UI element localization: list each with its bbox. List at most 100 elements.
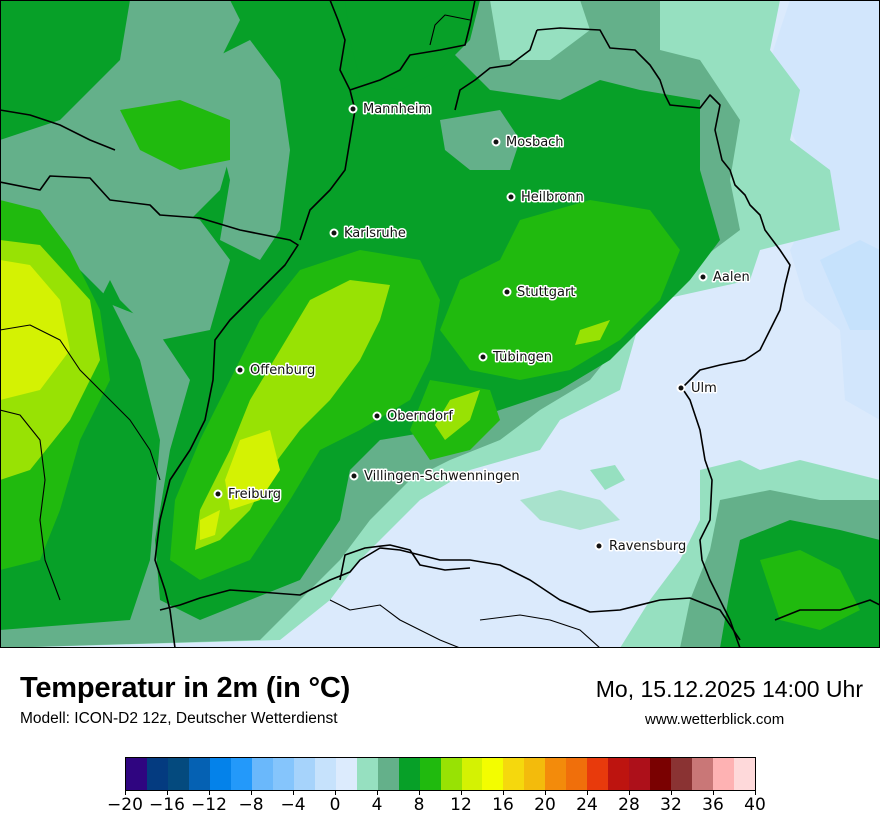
border-rhineland (0, 109, 116, 151)
city-marker (594, 541, 604, 551)
colorbar-segment (335, 758, 357, 790)
colorbar-segment (629, 758, 651, 790)
city-label: Heilbronn (521, 190, 584, 205)
colorbar-tick (587, 790, 588, 795)
colorbar-tick (251, 790, 252, 795)
zone-mint-patch2 (520, 490, 620, 530)
colorbar-tick-label: −20 (107, 795, 143, 815)
colorbar-segment (398, 758, 420, 790)
colorbar-tick-label: 20 (534, 795, 556, 815)
city-label: Freiburg (228, 487, 281, 502)
zone-yellow-green-patch (225, 430, 280, 510)
border-schaffhausen (339, 544, 471, 581)
zone-sage-vosges (90, 200, 230, 340)
border-alsace-west (0, 409, 61, 601)
zone-light-blue-patch (820, 240, 880, 330)
colorbar-tick-label: 12 (450, 795, 472, 815)
colorbar-tick-label: −4 (280, 795, 306, 815)
forecast-datetime: Mo, 15.12.2025 14:00 Uhr (595, 676, 863, 702)
city-marker (213, 489, 223, 499)
colorbar-segment (734, 758, 756, 790)
city-label: Offenburg (250, 363, 315, 378)
colorbar-segment (272, 758, 294, 790)
border-hessen (349, 0, 476, 91)
border-bavaria (536, 27, 791, 648)
colorbar-segment (188, 758, 210, 790)
city-label: Oberndorf (387, 409, 453, 424)
city-marker (502, 287, 512, 297)
city-label: Stuttgart (517, 285, 575, 300)
colorbar-segment (503, 758, 525, 790)
zone-bright-green-pfalz (120, 100, 230, 170)
colorbar-tick (335, 790, 336, 795)
city-marker (348, 104, 358, 114)
city-marker (235, 365, 245, 375)
colorbar-segment (671, 758, 693, 790)
border-switzerland (159, 547, 741, 641)
map-title: Temperatur in 2m (in °C) (20, 672, 351, 704)
colorbar-segment (356, 758, 378, 790)
colorbar-segment (692, 758, 714, 790)
border-austria (774, 599, 880, 621)
zone-yellow-green-alsace (0, 260, 70, 400)
city-label: Ravensburg (609, 539, 686, 554)
city-marker (478, 352, 488, 362)
colorbar-tick-label: −8 (238, 795, 264, 815)
city-markers: Mannheim Mosbach Heilbronn Karlsruhe Aalen St… (213, 101, 751, 556)
border-alsace-departments (0, 324, 161, 481)
city-marker (329, 228, 339, 238)
website-link[interactable]: www.wetterblick.com (645, 711, 785, 728)
colorbar-segment (419, 758, 441, 790)
city-marker (372, 411, 382, 421)
colorbar-tick-label: 8 (413, 795, 425, 815)
colorbar-tick (209, 790, 210, 795)
colorbar-segment (146, 758, 168, 790)
colorbar-tick-label: 32 (660, 795, 682, 815)
border-odenwald (429, 14, 471, 46)
colorbar-segment (230, 758, 252, 790)
colorbar-segment (314, 758, 336, 790)
border-swiss-cantons (329, 599, 461, 648)
temperature-map: Mannheim Mosbach Heilbronn Karlsruhe Aalen St… (0, 0, 880, 648)
zone-bright-green-stuttgart (440, 200, 680, 380)
model-info: Modell: ICON-D2 12z, Deutscher Wetterdie… (20, 710, 338, 727)
colorbar-tick-label: 16 (492, 795, 514, 815)
colorbar-segment (209, 758, 231, 790)
colorbar-tick-label: 40 (744, 795, 766, 815)
colorbar-segment (650, 758, 672, 790)
colorbar-segment (293, 758, 315, 790)
colorbar-segment (461, 758, 483, 790)
colorbar-segment (608, 758, 630, 790)
colorbar-tick-label: −12 (191, 795, 227, 815)
city-label: Mosbach (506, 135, 564, 150)
map-canvas: Mannheim Mosbach Heilbronn Karlsruhe Aalen St… (0, 0, 880, 648)
zone-lime-patch2 (575, 320, 610, 345)
city-label: Mannheim (363, 102, 431, 117)
colorbar-tick (419, 790, 420, 795)
colorbar-tick (545, 790, 546, 795)
colorbar-tick (125, 790, 126, 795)
city-label: Karlsruhe (344, 226, 406, 241)
colorbar-tick-label: 0 (329, 795, 341, 815)
city-label: Villingen-Schwenningen (364, 469, 520, 484)
colorbar-tick-label: 4 (371, 795, 383, 815)
colorbar-tick-label: −16 (149, 795, 185, 815)
border-bavaria-north (454, 29, 538, 111)
temperature-colorbar (125, 757, 756, 791)
border-france-germany (0, 175, 299, 648)
zone-mint-patch (590, 465, 625, 490)
zone-lime-patch (435, 390, 480, 440)
city-label: Aalen (713, 270, 750, 285)
colorbar-segment (482, 758, 504, 790)
colorbar-tick (167, 790, 168, 795)
colorbar-tick (377, 790, 378, 795)
colorbar-segment (587, 758, 609, 790)
colorbar-tick-label: 36 (702, 795, 724, 815)
colorbar-tick (671, 790, 672, 795)
zone-yellow-green-patch2 (200, 510, 220, 540)
zone-green-nw (0, 0, 130, 140)
colorbar-tick (503, 790, 504, 795)
zone-green-north (345, 0, 480, 90)
colorbar-segment (377, 758, 399, 790)
city-marker (698, 272, 708, 282)
